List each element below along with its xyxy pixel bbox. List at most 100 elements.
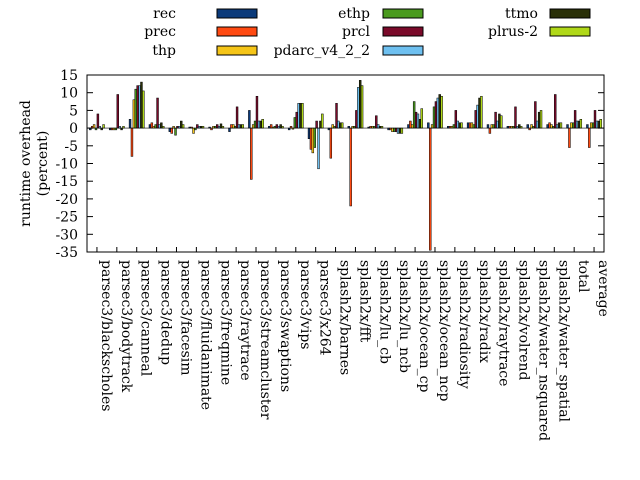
bar-plrus-2 xyxy=(599,119,602,129)
y-tick-label: 15 xyxy=(60,68,78,84)
bar-group xyxy=(506,106,523,129)
bar-ethp xyxy=(154,124,157,129)
bar-ttmo xyxy=(418,119,422,129)
bar-group xyxy=(566,110,583,148)
x-tick-label: parsec3/streamcluster xyxy=(257,260,273,420)
y-tick-label: 5 xyxy=(69,103,78,119)
legend-item: ethp xyxy=(338,6,424,22)
bar-rec xyxy=(228,127,231,132)
legend-item: pdarc_v4_2_2 xyxy=(274,43,424,59)
bar-prcl xyxy=(375,115,378,129)
bar-prec xyxy=(329,127,333,159)
bar-plrus-2 xyxy=(400,127,404,134)
bar-pdarc_v4_2_2 xyxy=(337,120,340,129)
legend-item: rec xyxy=(153,6,258,22)
x-tick-label: splash2x/radiosity xyxy=(456,260,472,389)
bar-pdarc_v4_2_2 xyxy=(416,113,420,129)
bar-pdarc_v4_2_2 xyxy=(158,124,161,129)
bar-ethp xyxy=(572,122,575,129)
bar-ttmo xyxy=(140,81,143,129)
bar-prcl xyxy=(275,124,279,129)
x-tick-label: parsec3/vips xyxy=(297,260,313,349)
bar-thp xyxy=(570,122,573,129)
bar-ethp xyxy=(412,101,416,129)
y-tick-label: -15 xyxy=(55,174,78,190)
legend-swatch xyxy=(382,45,424,56)
bar-group xyxy=(486,111,503,134)
x-axis: parsec3/blackscholes parsec3/bodytrack par… xyxy=(96,247,611,441)
bar-ttmo xyxy=(259,120,262,129)
bar-thp xyxy=(411,124,414,129)
bar-prcl xyxy=(554,94,557,129)
bar-group xyxy=(327,103,344,159)
bar-rec xyxy=(307,127,311,139)
y-axis-label-line: runtime overhead xyxy=(18,100,34,227)
bar-ethp xyxy=(293,117,297,129)
x-tick-label: parsec3/facesim xyxy=(177,260,193,376)
bar-ttmo xyxy=(299,103,302,129)
bar-ttmo xyxy=(180,120,183,129)
bar-pdarc_v4_2_2 xyxy=(575,120,579,129)
bar-pdarc_v4_2_2 xyxy=(317,127,320,170)
bar-ttmo xyxy=(319,120,322,129)
bar-rec xyxy=(168,127,172,132)
bar-group xyxy=(307,113,324,170)
x-tick-label: splash2x/ocean_cp xyxy=(416,260,432,392)
legend: rec prec thp ethp prcl pdarc_v4_2_2 ttmo plrus-… xyxy=(144,6,591,59)
bar-rec xyxy=(566,124,569,129)
y-axis: 15 105 0 -5 -10-15 -20 -25-30 -35 xyxy=(55,68,604,261)
bar-ethp xyxy=(313,127,316,148)
bar-thp xyxy=(470,122,474,129)
bar-plrus-2 xyxy=(341,122,344,129)
x-tick-label: splash2x/ocean_ncp xyxy=(436,260,452,401)
legend-label: thp xyxy=(152,43,176,59)
bar-prec xyxy=(548,122,551,129)
bar-pdarc_v4_2_2 xyxy=(297,103,300,129)
bar-thp xyxy=(232,124,235,129)
bar-rec xyxy=(427,122,430,129)
bar-ethp xyxy=(174,127,177,136)
bar-group xyxy=(447,110,463,129)
bar-ttmo xyxy=(438,94,441,129)
bar-group xyxy=(148,97,165,129)
bar-prcl xyxy=(295,111,298,129)
bar-prcl xyxy=(196,124,199,129)
bar-prcl xyxy=(534,101,537,129)
bar-plrus-2 xyxy=(500,115,503,129)
y-tick-label: -20 xyxy=(55,192,78,208)
bar-ttmo xyxy=(597,120,601,129)
x-tick-label: splash2x/barnes xyxy=(337,260,353,375)
bar-ttmo xyxy=(358,80,362,129)
bar-prcl xyxy=(454,110,458,129)
bar-pdarc_v4_2_2 xyxy=(496,120,499,129)
legend-swatch xyxy=(382,8,424,19)
x-tick-label: splash2x/lu_ncb xyxy=(396,260,412,373)
bar-thp xyxy=(550,124,553,129)
bar-prcl xyxy=(136,85,139,129)
bar-prec xyxy=(349,127,352,207)
bar-pdarc_v4_2_2 xyxy=(138,85,141,129)
bar-pdarc_v4_2_2 xyxy=(396,127,400,134)
y-tick-label: -10 xyxy=(55,157,78,173)
legend-item: ttmo xyxy=(505,6,591,22)
bar-pdarc_v4_2_2 xyxy=(595,120,599,129)
bar-pdarc_v4_2_2 xyxy=(376,124,380,129)
bar-prec xyxy=(488,127,492,134)
bar-prcl xyxy=(474,110,477,129)
legend-swatch xyxy=(549,26,591,37)
bar-ttmo xyxy=(458,122,461,129)
bar-group xyxy=(546,94,563,129)
bar-plrus-2 xyxy=(142,90,145,129)
bar-prec xyxy=(130,127,134,157)
bar-prcl xyxy=(235,106,239,129)
y-tick-label: -25 xyxy=(55,210,78,226)
bar-prcl xyxy=(116,94,119,129)
bar-ttmo xyxy=(279,124,282,129)
bar-plrus-2 xyxy=(420,108,423,129)
bar-pdarc_v4_2_2 xyxy=(476,104,479,129)
bar-ethp xyxy=(253,120,257,129)
legend-item: plrus-2 xyxy=(488,24,591,40)
y-axis-label: runtime overhead (percent) xyxy=(18,100,51,227)
x-tick-label: parsec3/dedup xyxy=(158,260,174,365)
bar-plrus-2 xyxy=(261,119,264,129)
